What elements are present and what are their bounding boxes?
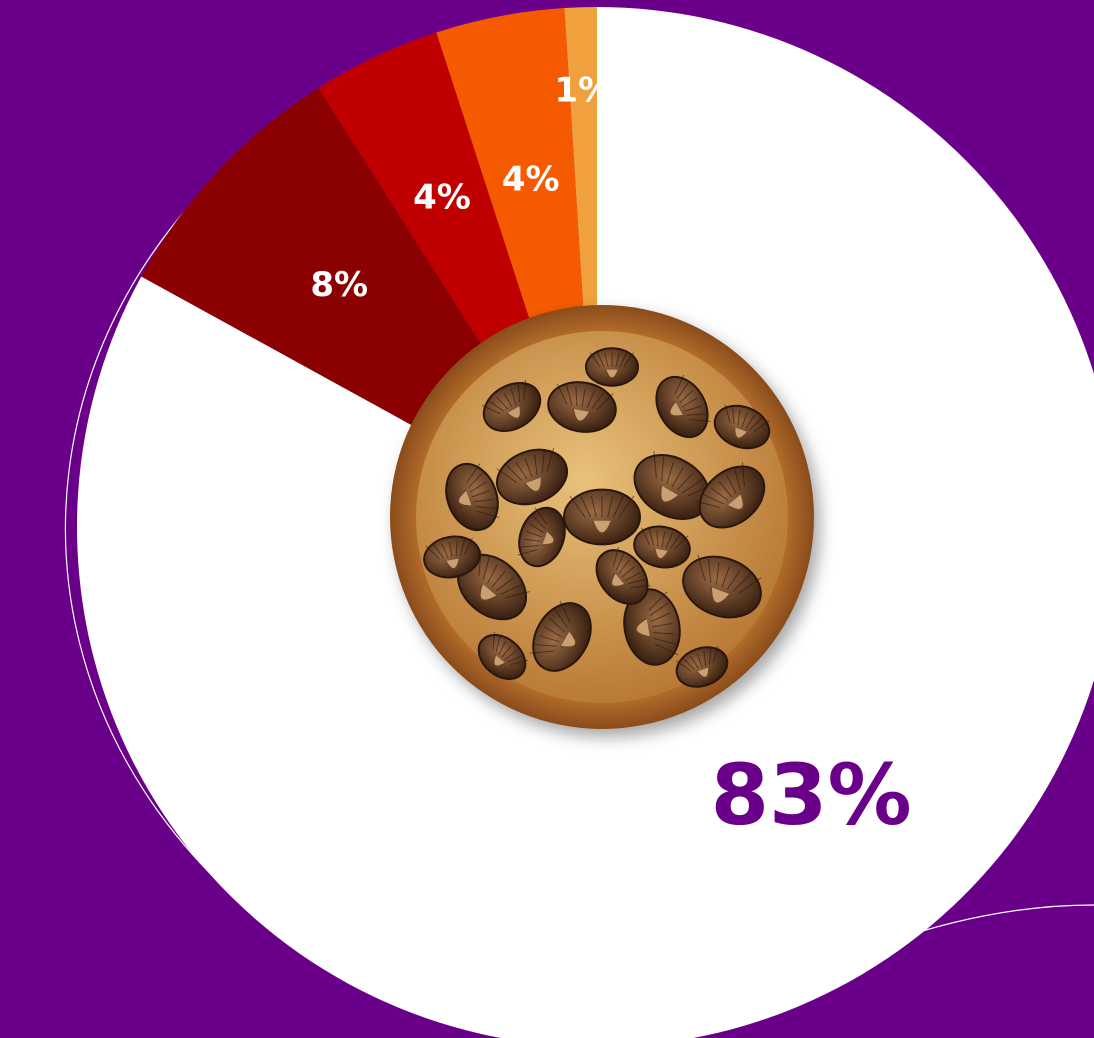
- pie-labels: 83% 8% 4% 4% 1%: [310, 70, 911, 844]
- slice-label: 8%: [310, 265, 368, 305]
- slice-label: 83%: [711, 746, 912, 844]
- slice-label: 4%: [502, 160, 560, 200]
- slice-label: 4%: [413, 178, 471, 218]
- slice-label: 1%: [554, 70, 612, 110]
- mushroom-pizza-icon: [390, 305, 814, 729]
